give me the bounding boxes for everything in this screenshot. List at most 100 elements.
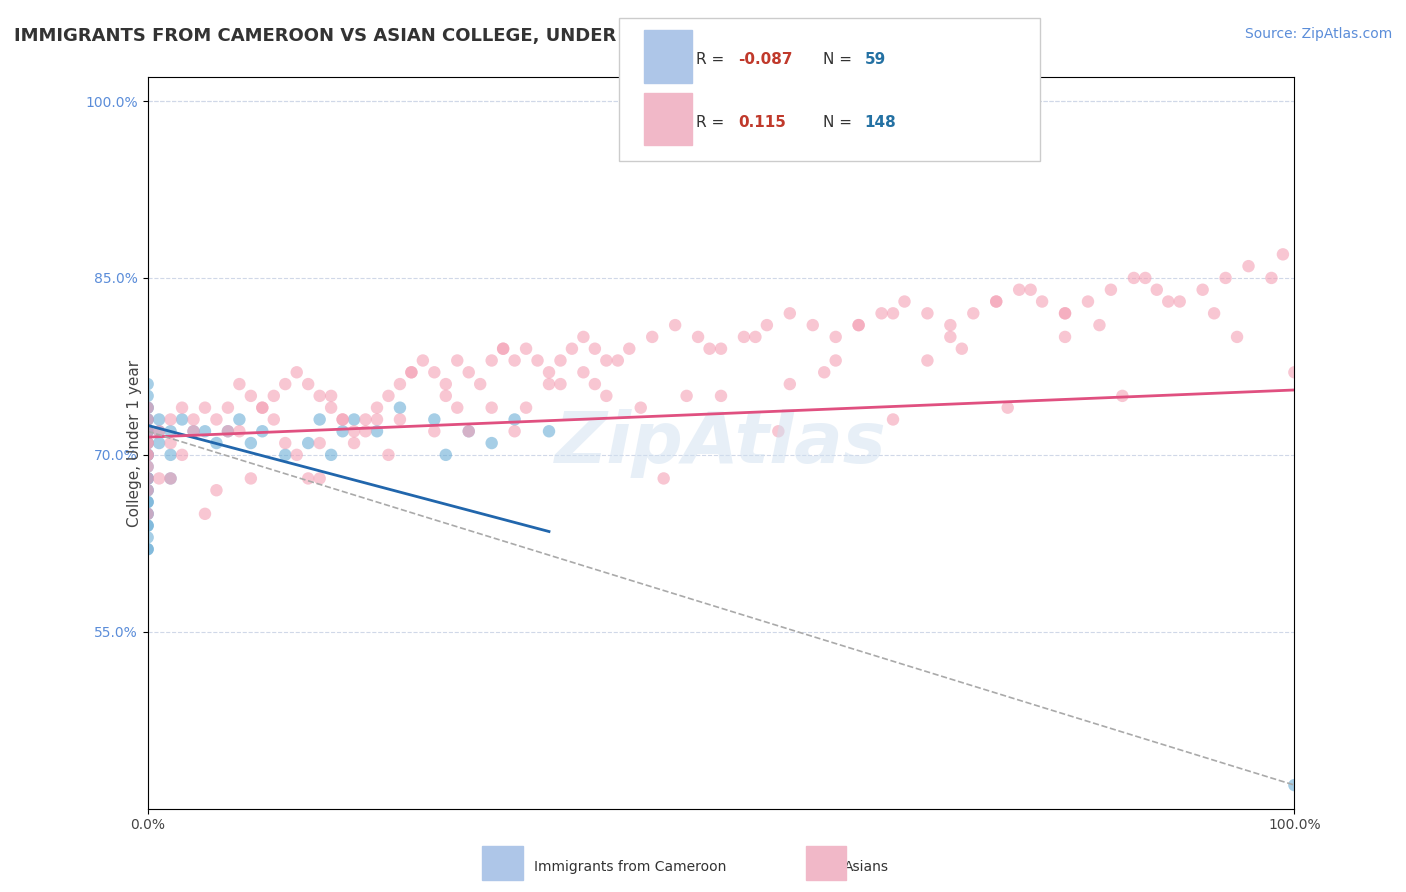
Point: [136, 471, 159, 485]
Point: [572, 365, 595, 379]
Point: [205, 412, 228, 426]
Point: [308, 471, 330, 485]
Point: [1204, 306, 1226, 320]
Point: [401, 365, 423, 379]
Point: [239, 471, 262, 485]
Point: [401, 365, 423, 379]
Point: [779, 306, 801, 320]
Point: [252, 424, 274, 438]
Point: [537, 377, 560, 392]
Point: [997, 401, 1019, 415]
Text: R =: R =: [696, 115, 730, 129]
Point: [136, 436, 159, 450]
Text: Source: ZipAtlas.com: Source: ZipAtlas.com: [1244, 27, 1392, 41]
Point: [136, 436, 159, 450]
Point: [1146, 283, 1168, 297]
Point: [136, 448, 159, 462]
Point: [848, 318, 870, 332]
Point: [136, 377, 159, 392]
Point: [870, 306, 893, 320]
Point: [572, 330, 595, 344]
Point: [583, 377, 606, 392]
Point: [939, 330, 962, 344]
Point: [1077, 294, 1099, 309]
Point: [824, 330, 846, 344]
Point: [343, 436, 366, 450]
Point: [148, 471, 170, 485]
Point: [377, 448, 399, 462]
Point: [136, 401, 159, 415]
Point: [641, 330, 664, 344]
Point: [228, 377, 250, 392]
Point: [492, 342, 515, 356]
Point: [228, 424, 250, 438]
Point: [1099, 283, 1122, 297]
Point: [136, 518, 159, 533]
Text: 59: 59: [865, 53, 886, 67]
Point: [503, 353, 526, 368]
Point: [136, 459, 159, 474]
Point: [503, 412, 526, 426]
Point: [457, 365, 479, 379]
Point: [515, 401, 537, 415]
Point: [136, 424, 159, 438]
Point: [503, 424, 526, 438]
Point: [297, 471, 319, 485]
Text: R =: R =: [696, 53, 730, 67]
Point: [377, 389, 399, 403]
Point: [412, 353, 434, 368]
Point: [285, 365, 308, 379]
Y-axis label: College, Under 1 year: College, Under 1 year: [127, 359, 142, 526]
Point: [354, 424, 377, 438]
Point: [675, 389, 697, 403]
Point: [136, 495, 159, 509]
Point: [446, 353, 468, 368]
Point: [917, 306, 939, 320]
Text: N =: N =: [823, 115, 856, 129]
Point: [239, 389, 262, 403]
Point: [308, 389, 330, 403]
Point: [148, 412, 170, 426]
Point: [986, 294, 1008, 309]
Point: [194, 401, 217, 415]
Point: [1284, 365, 1306, 379]
Point: [274, 436, 297, 450]
Point: [136, 542, 159, 557]
Text: 0.115: 0.115: [738, 115, 786, 129]
Point: [882, 412, 904, 426]
Point: [423, 412, 446, 426]
Point: [434, 377, 457, 392]
Point: [710, 342, 733, 356]
Point: [652, 471, 675, 485]
Point: [263, 389, 285, 403]
Point: [434, 389, 457, 403]
Point: [366, 401, 388, 415]
Point: [321, 401, 343, 415]
Point: [136, 401, 159, 415]
Text: IMMIGRANTS FROM CAMEROON VS ASIAN COLLEGE, UNDER 1 YEAR CORRELATION CHART: IMMIGRANTS FROM CAMEROON VS ASIAN COLLEG…: [14, 27, 915, 45]
Point: [136, 412, 159, 426]
Point: [744, 330, 766, 344]
Point: [950, 342, 973, 356]
Point: [688, 330, 710, 344]
Point: [481, 436, 503, 450]
Point: [205, 436, 228, 450]
Point: [332, 412, 354, 426]
Point: [366, 424, 388, 438]
Point: [136, 424, 159, 438]
Point: [297, 436, 319, 450]
Point: [1031, 294, 1053, 309]
Point: [1284, 778, 1306, 792]
Point: [136, 483, 159, 498]
Point: [733, 330, 755, 344]
Point: [159, 448, 181, 462]
Point: [388, 401, 411, 415]
Point: [1053, 330, 1076, 344]
Point: [388, 412, 411, 426]
Point: [1237, 259, 1260, 273]
Point: [619, 342, 641, 356]
Point: [252, 401, 274, 415]
Point: [457, 424, 479, 438]
Point: [136, 436, 159, 450]
Point: [1271, 247, 1294, 261]
